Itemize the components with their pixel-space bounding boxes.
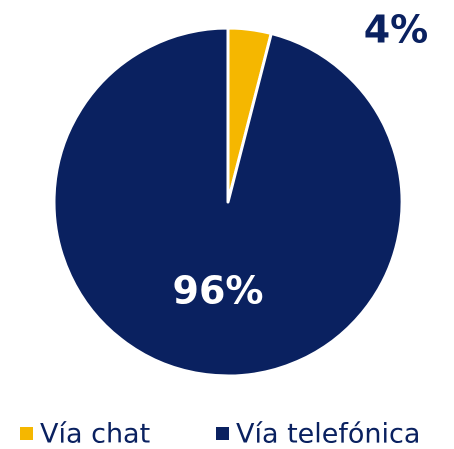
legend-swatch (216, 427, 229, 440)
pie-slice (52, 26, 404, 378)
data-label: 96% (173, 269, 264, 313)
data-label: 4% (364, 8, 429, 52)
legend-label: Vía chat (40, 419, 150, 449)
legend-swatch (20, 427, 33, 440)
legend-label: Vía telefónica (236, 419, 420, 449)
